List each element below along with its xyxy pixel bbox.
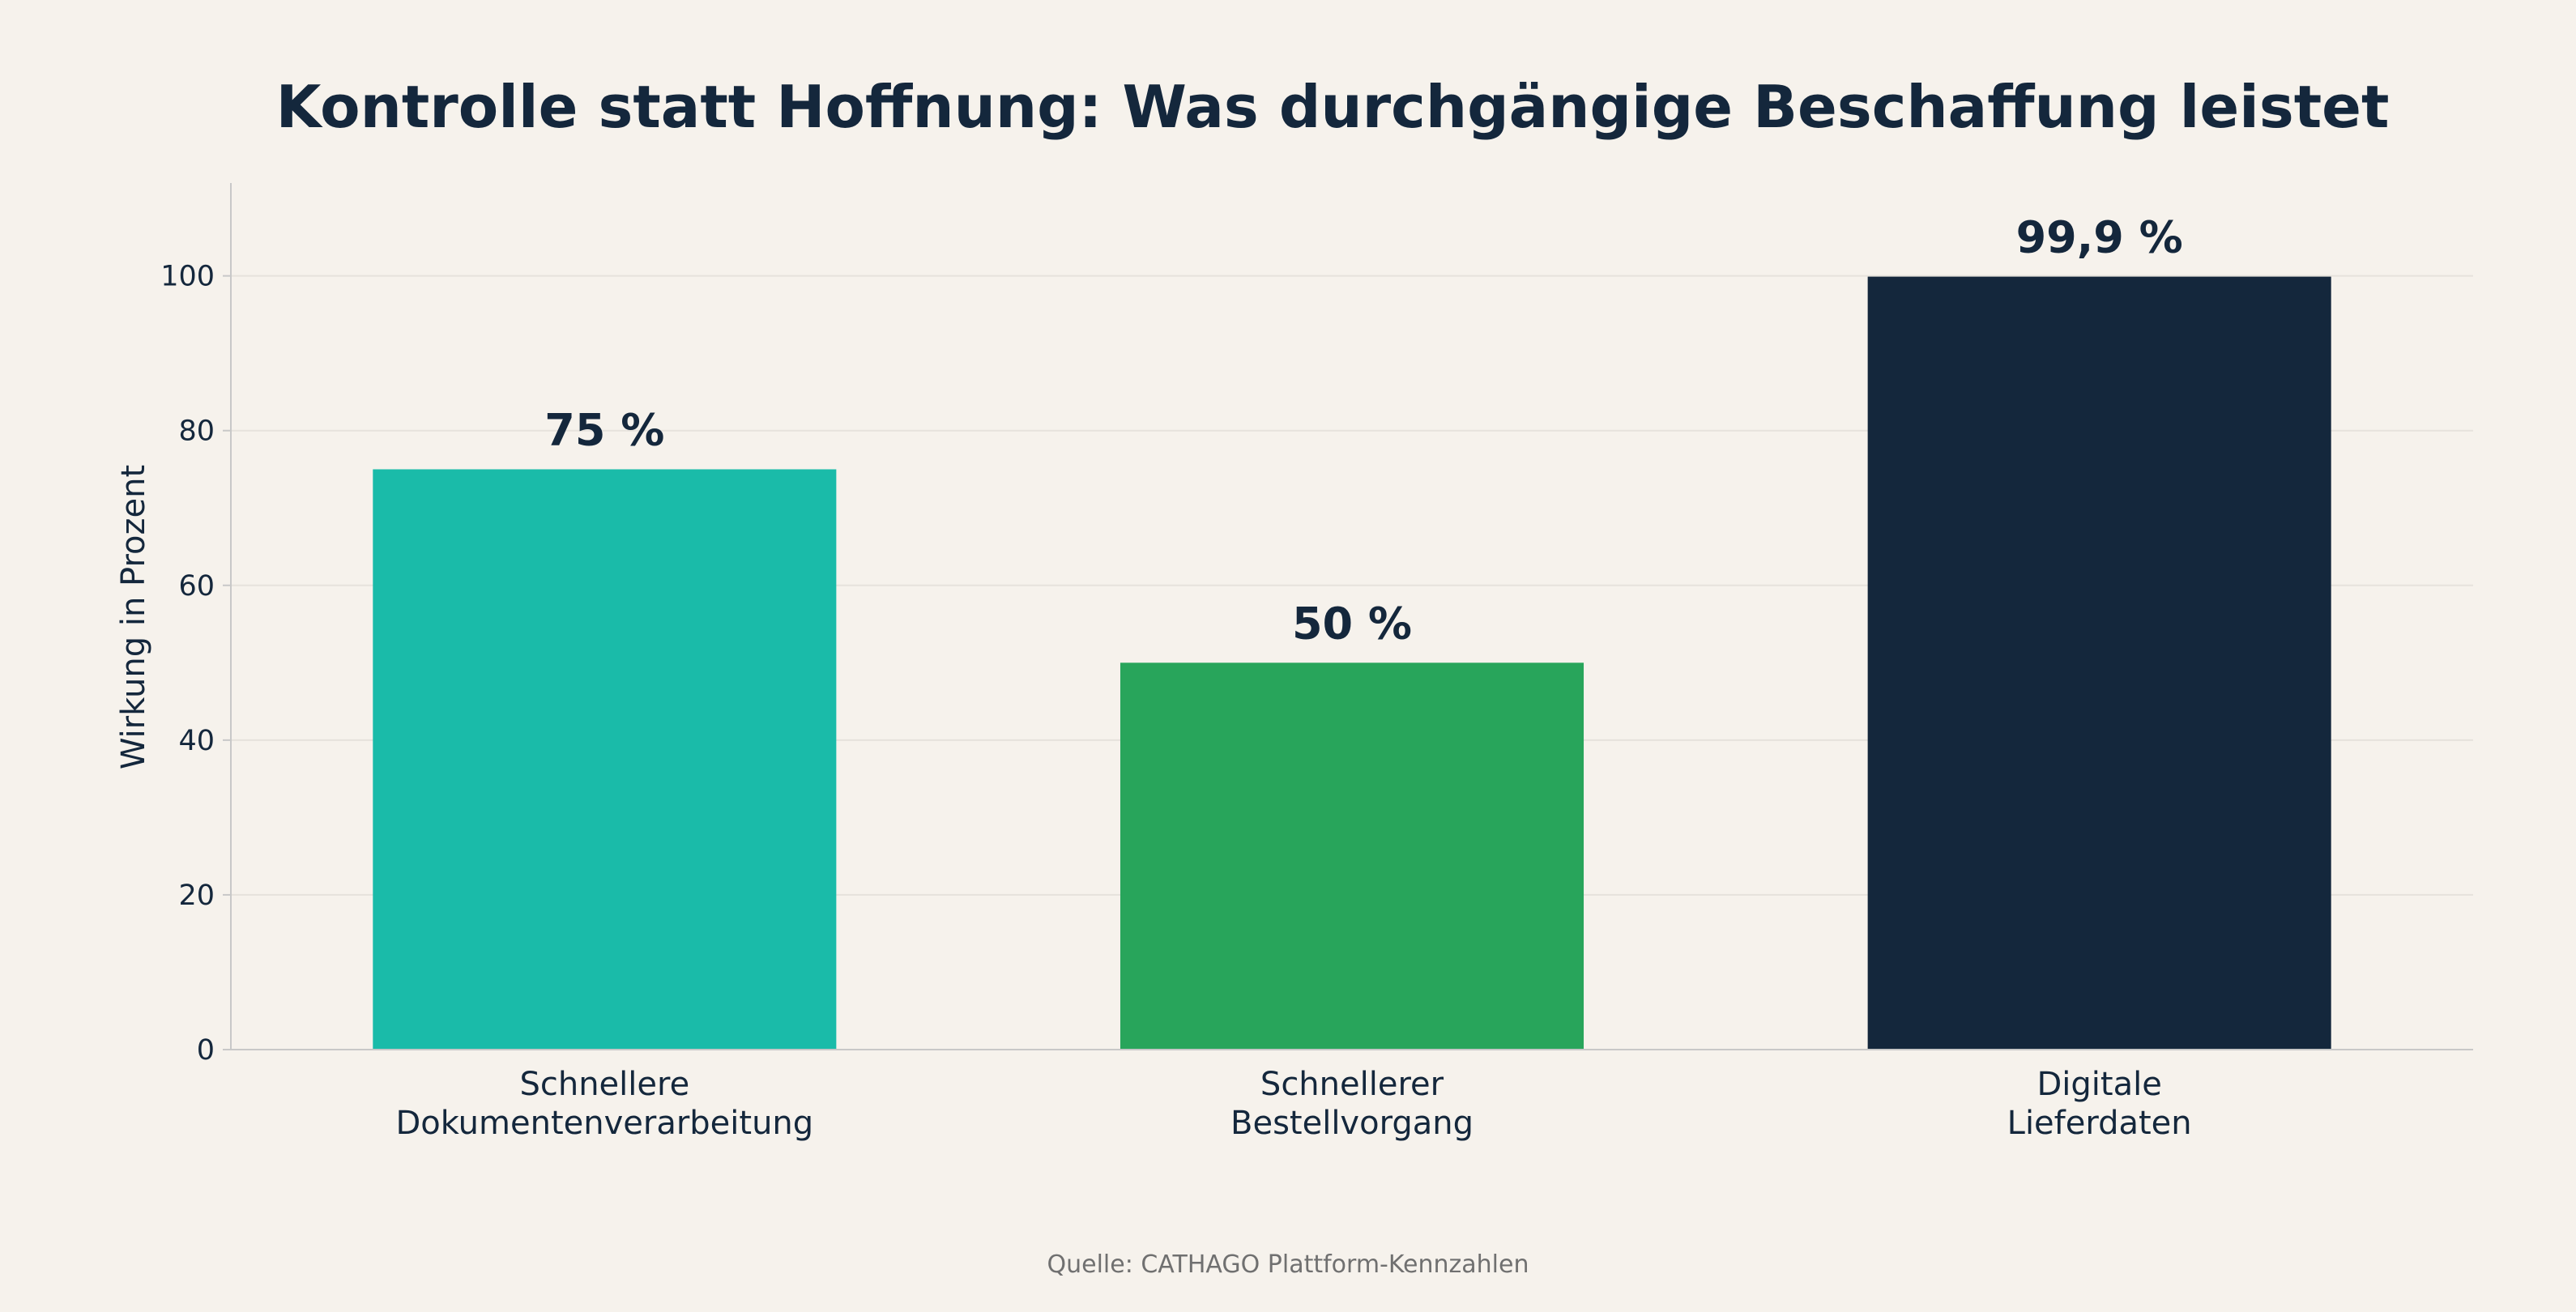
bars [373,276,2331,1050]
bar-1 [373,469,837,1050]
labels: 0 20 40 60 80 100 75 % Schnellere Dokumentenvera… [160,212,2191,1142]
y-tick-label-20: 20 [178,880,215,912]
y-tick-label-40: 40 [178,725,215,757]
category-label-line: Schnellere [519,1066,689,1103]
y-tick-label-80: 80 [178,415,215,448]
category-label-line: Bestellvorgang [1230,1105,1474,1142]
category-label-2: Schnellerer Bestellvorgang [1230,1066,1474,1142]
source-note: Quelle: CATHAGO Plattform-Kennzahlen [1047,1250,1529,1279]
category-label-line: Schnellerer [1260,1066,1444,1103]
category-label-line: Lieferdaten [2007,1105,2192,1142]
category-label-line: Dokumentenverarbeitung [395,1105,813,1142]
axes [223,183,2473,1050]
bar-3 [1867,276,2331,1050]
chart-title: Kontrolle statt Hoffnung: Was durchgängi… [275,73,2390,141]
y-tick-label-60: 60 [178,570,215,603]
value-label-3: 99,9 % [2016,212,2183,263]
y-axis-title: Wirkung in Prozent [115,465,152,769]
value-label-1: 75 % [544,404,664,455]
value-label-2: 50 % [1292,598,1412,649]
y-tick-label-100: 100 [160,261,215,293]
category-label-3: Digitale Lieferdaten [2007,1066,2192,1142]
category-label-1: Schnellere Dokumentenverarbeitung [395,1066,813,1142]
y-tick-label-0: 0 [197,1034,215,1067]
category-label-line: Digitale [2036,1066,2161,1103]
bar-2 [1120,662,1584,1050]
